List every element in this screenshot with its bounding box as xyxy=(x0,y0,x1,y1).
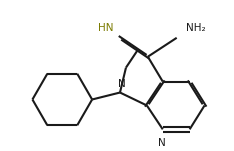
Text: HN: HN xyxy=(98,23,113,33)
Text: NH₂: NH₂ xyxy=(186,23,205,33)
Text: N: N xyxy=(118,79,126,88)
Text: N: N xyxy=(158,138,166,148)
